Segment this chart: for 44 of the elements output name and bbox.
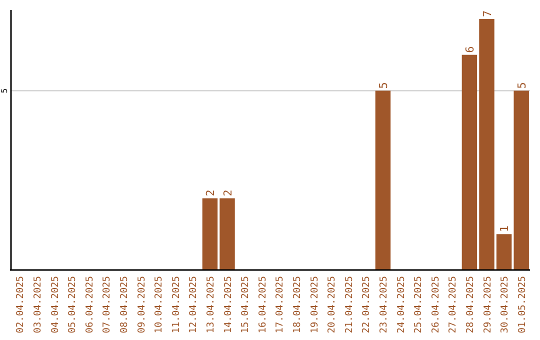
x-tick-label: 22.04.2025 [361, 276, 372, 334]
x-tick-label: 01.05.2025 [516, 276, 528, 334]
x-tick-label: 03.04.2025 [32, 276, 44, 334]
x-tick-label: 28.04.2025 [464, 276, 476, 334]
x-tick-label: 13.04.2025 [205, 276, 216, 334]
data-label: 5 [376, 82, 390, 89]
x-tick-label: 21.04.2025 [344, 276, 355, 334]
data-label: 5 [515, 82, 528, 89]
bar [514, 90, 529, 270]
x-tick-label: 02.04.2025 [15, 276, 26, 334]
bar [202, 198, 218, 270]
x-tick-label: 23.04.2025 [378, 276, 390, 334]
x-tick-label: 08.04.2025 [118, 276, 130, 334]
x-tick-label: 27.04.2025 [448, 276, 459, 334]
x-tick-label: 11.04.2025 [170, 276, 182, 334]
x-tick-label: 29.04.2025 [482, 276, 494, 334]
x-tick-label: 05.04.2025 [67, 276, 78, 334]
x-tick-label: 24.04.2025 [396, 276, 407, 334]
data-label: 6 [463, 46, 476, 53]
x-tick-label: 30.04.2025 [500, 276, 511, 334]
x-tick-label: 07.04.2025 [102, 276, 113, 334]
bar [375, 90, 391, 270]
x-tick-label: 12.04.2025 [188, 276, 200, 334]
x-tick-label: 20.04.2025 [326, 276, 338, 334]
bar [220, 198, 235, 270]
data-label: 7 [480, 10, 494, 17]
x-tick-label: 19.04.2025 [309, 276, 320, 334]
data-label: 2 [204, 190, 217, 196]
x-tick-label: 09.04.2025 [136, 276, 148, 334]
x-tick-label: 15.04.2025 [240, 276, 252, 334]
bar [496, 234, 512, 270]
x-tick-label: 06.04.2025 [84, 276, 96, 334]
x-tick-label: 14.04.2025 [222, 276, 234, 334]
bar [479, 18, 494, 270]
x-tick-label: 04.04.2025 [50, 276, 61, 334]
x-tick-label: 18.04.2025 [292, 276, 303, 334]
data-label: 2 [221, 190, 234, 196]
x-tick-label: 25.04.2025 [413, 276, 424, 334]
x-tick-label: 10.04.2025 [154, 276, 165, 334]
bar [462, 54, 478, 270]
x-tick-label: 26.04.2025 [430, 276, 442, 334]
x-tick-label: 16.04.2025 [257, 276, 268, 334]
x-tick-label: 17.04.2025 [274, 276, 286, 334]
data-label: 1 [498, 226, 512, 232]
